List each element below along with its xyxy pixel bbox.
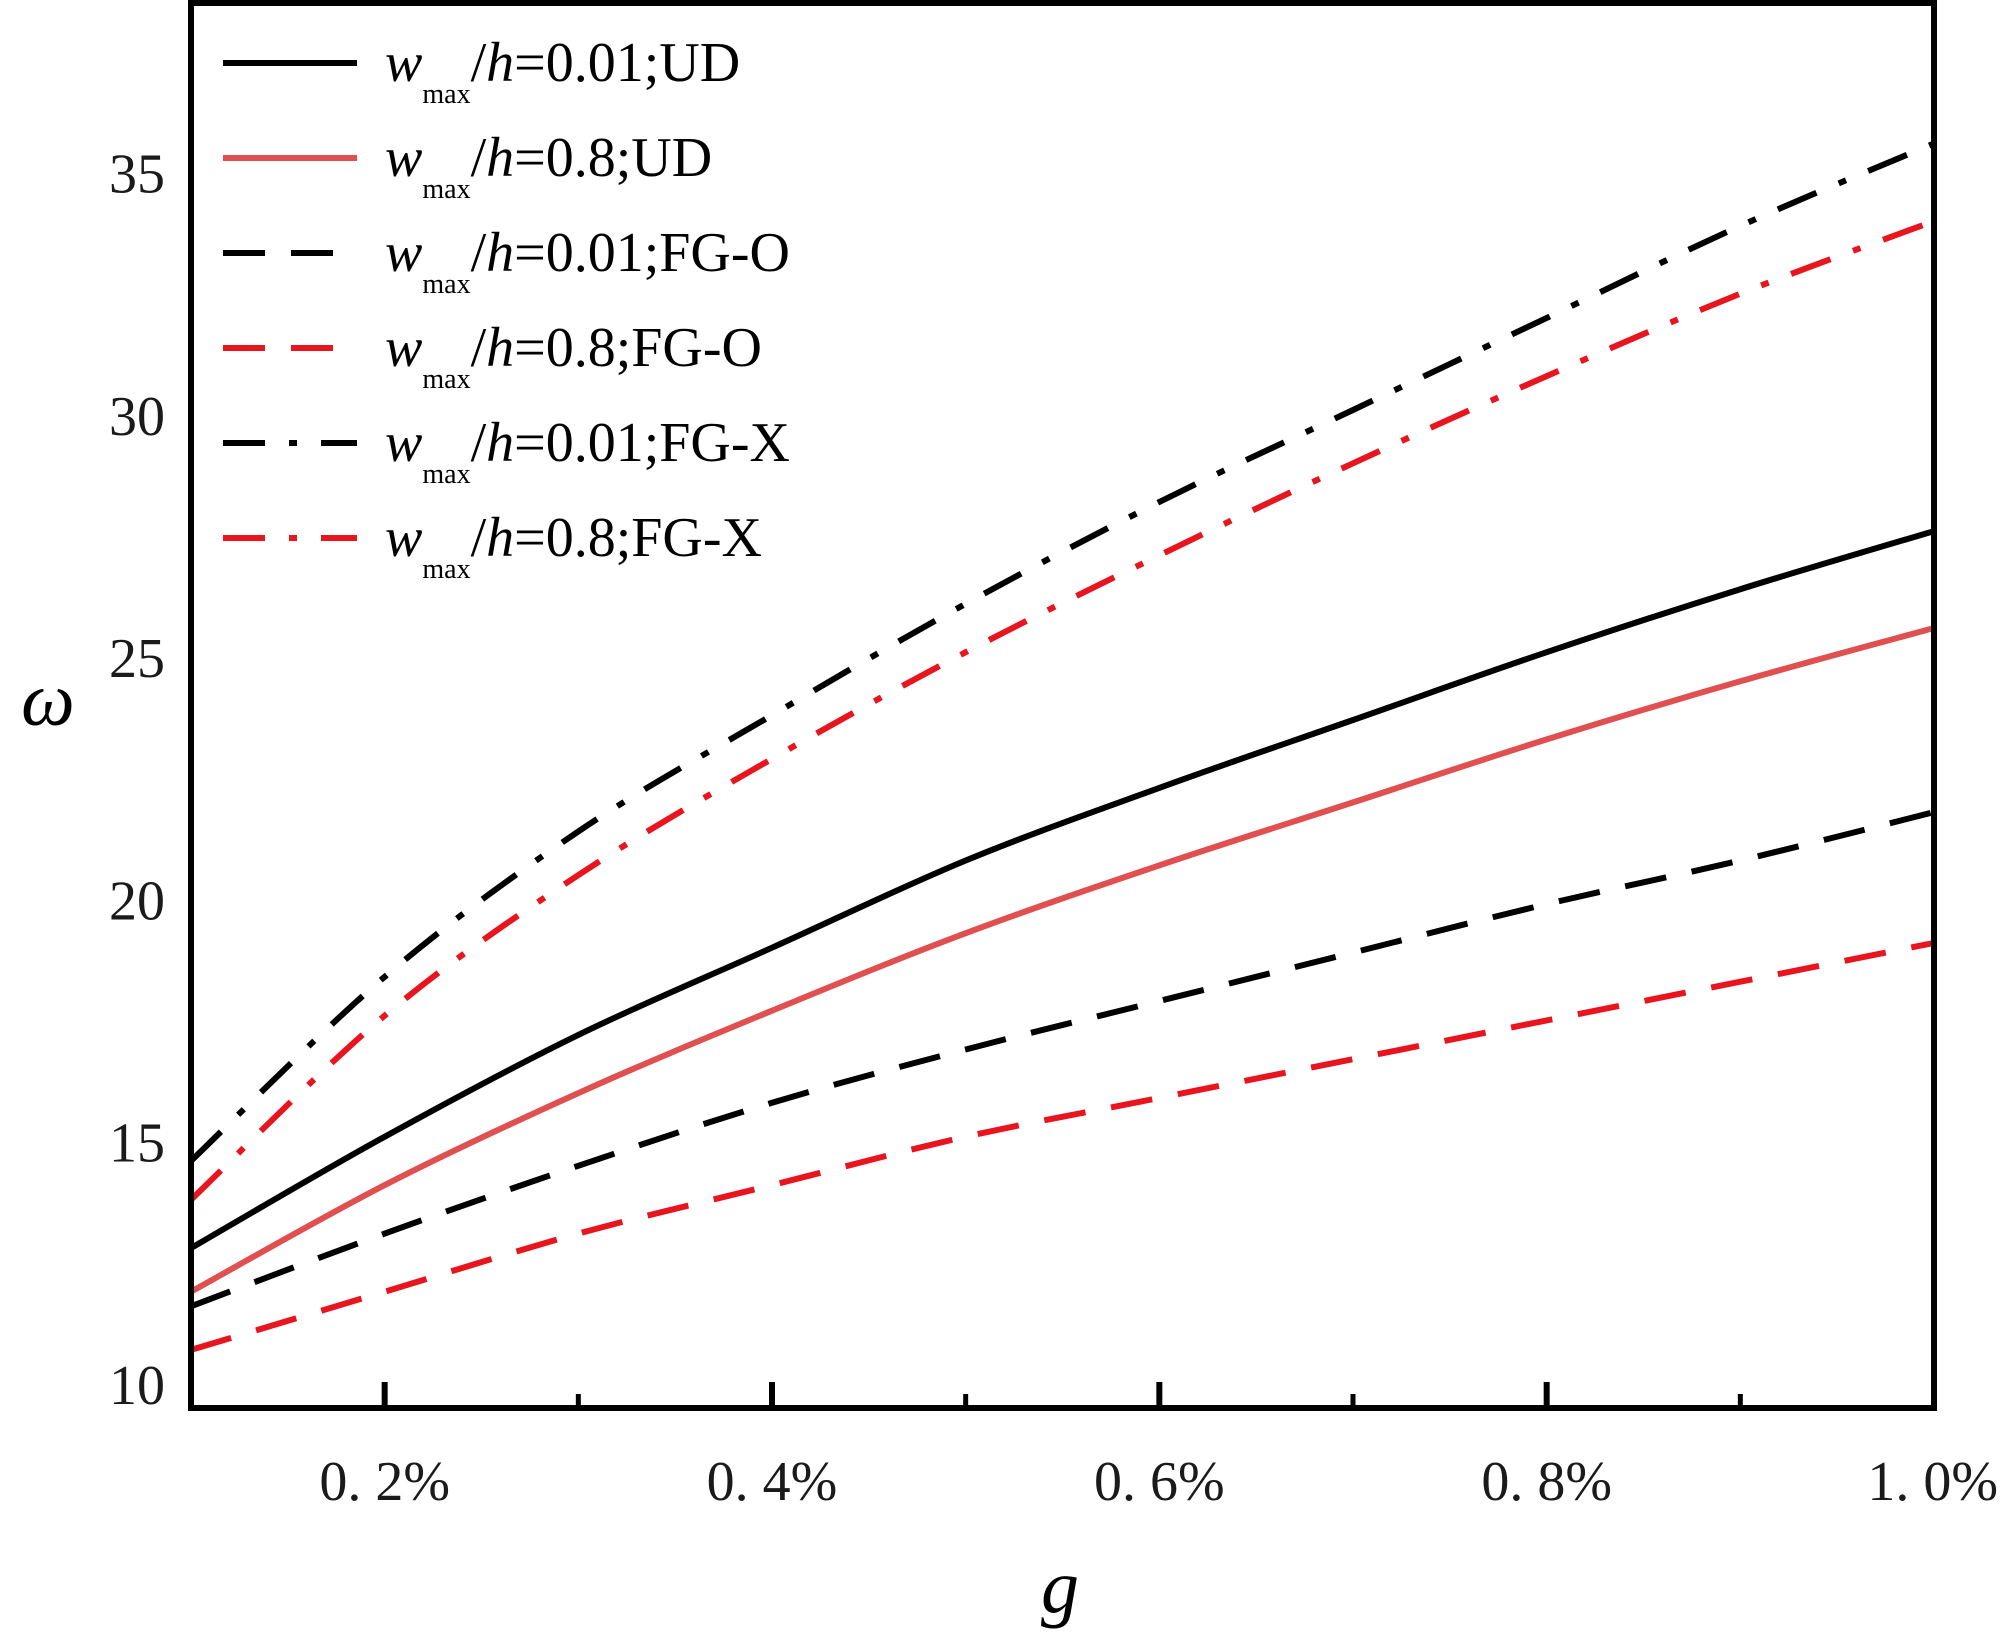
x-tick-label: 0. 6% (1094, 1451, 1225, 1513)
series-line-5 (188, 140, 1936, 1164)
plot-lines (188, 140, 1936, 1353)
legend-label-3: wmax/h=0.01;FG-O (385, 222, 790, 300)
legend-label-1: wmax/h=0.01;UD (385, 32, 740, 110)
x-axis-title: g (1041, 1545, 1079, 1629)
legend-label-6: wmax/h=0.8;FG-X (385, 507, 762, 585)
series-line-3 (189, 809, 1935, 1310)
x-tick-label: 0. 2% (319, 1451, 450, 1513)
x-tick-label: 0. 4% (707, 1451, 838, 1513)
y-tick-label: 30 (109, 386, 165, 448)
y-tick-label: 15 (109, 1113, 165, 1175)
axis-ticks (381, 1382, 1937, 1408)
x-tick-label: 0. 8% (1481, 1451, 1612, 1513)
x-tick-label: 1. 0% (1867, 1451, 1998, 1513)
legend-label-4: wmax/h=0.8;FG-O (385, 317, 762, 395)
legend-label-2: wmax/h=0.8;UD (385, 127, 712, 205)
axis-tick-labels: 0. 2% 0. 4% 0. 6% 0. 8% 1. 0% 10 15 20 25 30 35 (109, 144, 1998, 1513)
y-tick-label: 10 (109, 1355, 165, 1417)
legend-label-5: wmax/h=0.01;FG-X (385, 412, 790, 490)
series-line-1 (189, 528, 1935, 1251)
series-line-4 (190, 939, 1935, 1353)
series-line-6 (188, 218, 1936, 1202)
y-tick-label: 25 (109, 628, 165, 690)
y-tick-label: 35 (109, 144, 165, 206)
y-tick-label: 20 (109, 870, 165, 932)
y-axis-title: ω (21, 658, 75, 742)
legend: wmax/h=0.01;UD wmax/h=0.8;UD wmax/h=0.01;F… (223, 32, 790, 585)
plot-frame (188, 0, 1937, 1411)
series-line-2 (189, 625, 1935, 1295)
